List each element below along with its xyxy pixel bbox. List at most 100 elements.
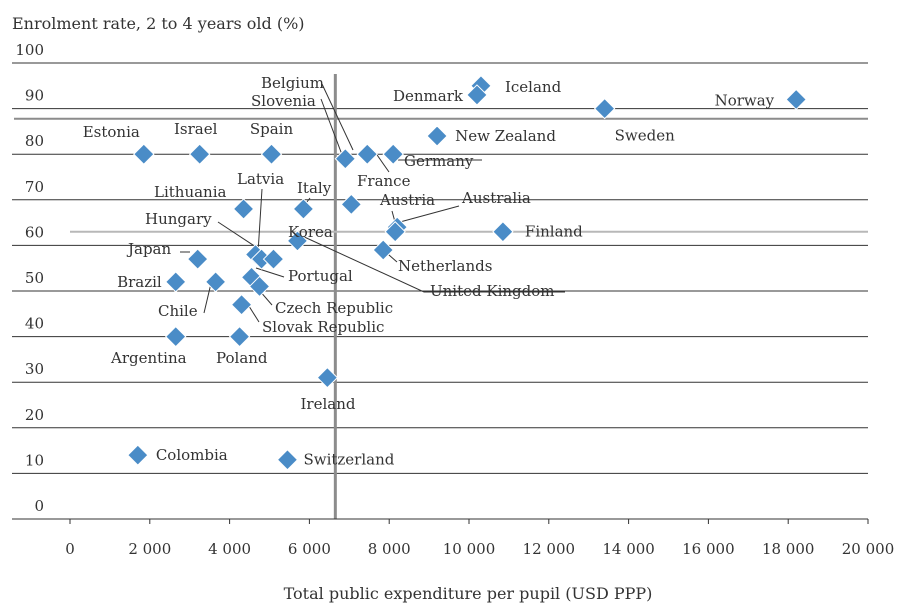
y-axis-title: Enrolment rate, 2 to 4 years old (%) [12, 14, 305, 33]
point-slovak-republic [230, 293, 253, 316]
label-argentina: Argentina [110, 349, 187, 367]
x-tick-label: 12 000 [523, 540, 576, 558]
label-latvia: Latvia [237, 170, 284, 188]
y-tick-label: 80 [25, 132, 44, 150]
point-france [340, 193, 363, 216]
label-austria: Austria [379, 191, 435, 209]
point-korea [262, 248, 285, 270]
leader-belgium [321, 83, 354, 151]
x-axis-title: Total public expenditure per pupil (USD … [284, 584, 653, 603]
label-lithuania: Lithuania [154, 183, 227, 201]
point-brazil [165, 271, 187, 293]
point-sweden [593, 97, 616, 120]
x-tick-label: 6 000 [288, 540, 331, 558]
label-colombia: Colombia [156, 446, 228, 464]
x-tick-label: 18 000 [762, 540, 815, 558]
y-tick-label: 30 [25, 360, 44, 378]
point-israel [188, 143, 211, 165]
point-italy [292, 198, 315, 220]
axes: 0 10 20 30 40 50 60 70 80 90 100 0 2 000 4 000 6 000 8 … [12, 41, 894, 558]
leader-france [374, 151, 390, 173]
label-spain: Spain [250, 120, 294, 138]
y-tick-label: 100 [15, 41, 44, 59]
gridlines [12, 62, 868, 474]
label-poland: Poland [216, 349, 268, 367]
label-denmark: Denmark [393, 87, 464, 105]
point-australia [384, 221, 406, 243]
label-japan: Japan [126, 240, 172, 258]
point-germany [382, 143, 404, 165]
label-finland: Finland [525, 223, 583, 241]
x-tick-label: 14 000 [602, 540, 655, 558]
label-norway: Norway [715, 91, 775, 109]
y-tick-label: 90 [25, 87, 44, 105]
x-tick-label: 4 000 [208, 540, 251, 558]
label-israel: Israel [174, 120, 218, 138]
label-czech-republic: Czech Republic [275, 299, 393, 317]
label-iceland: Iceland [505, 78, 562, 96]
point-new-zealand [426, 125, 448, 147]
point-belgium [356, 143, 378, 165]
label-netherlands: Netherlands [398, 257, 492, 275]
leader-slovenia [320, 98, 345, 161]
point-finland [492, 221, 514, 243]
y-tick-label: 20 [25, 406, 44, 424]
y-tick-label: 70 [25, 178, 44, 196]
point-lithuania [232, 198, 255, 220]
label-hungary: Hungary [145, 210, 212, 228]
leader-hungary [217, 221, 257, 248]
label-switzerland: Switzerland [303, 451, 394, 469]
label-ireland: Ireland [301, 395, 356, 413]
label-new-zealand: New Zealand [455, 127, 556, 145]
x-tick-label: 0 [65, 540, 75, 558]
label-chile: Chile [158, 302, 198, 320]
label-france: France [357, 172, 411, 190]
point-netherlands [372, 239, 394, 261]
point-czech-republic [248, 275, 271, 298]
y-tick-label: 10 [25, 451, 44, 469]
y-tick-label: 50 [25, 269, 44, 287]
label-sweden: Sweden [615, 127, 675, 145]
label-leader-lines [180, 83, 565, 323]
label-united-kingdom: United Kingdom [430, 282, 555, 300]
reference-lines [14, 74, 868, 519]
point-estonia [133, 143, 155, 165]
label-australia: Australia [461, 189, 531, 207]
label-portugal: Portugal [288, 267, 353, 285]
leader-united-kingdom [299, 234, 565, 293]
point-poland [228, 325, 251, 348]
point-spain [260, 143, 283, 165]
x-tick-label: 10 000 [443, 540, 496, 558]
label-slovak-republic: Slovak Republic [262, 318, 384, 336]
point-ireland [316, 366, 339, 389]
data-labels: Iceland Denmark Norway Sweden New Zealand Est… [83, 74, 775, 469]
label-belgium: Belgium [261, 74, 324, 92]
leader-portugal [255, 267, 285, 278]
point-chile [204, 271, 227, 293]
label-italy: Italy [297, 179, 332, 197]
point-norway [785, 88, 807, 111]
x-tick-label: 20 000 [842, 540, 895, 558]
y-tick-label: 60 [25, 223, 44, 241]
label-brazil: Brazil [117, 273, 162, 291]
point-switzerland [276, 449, 299, 471]
point-argentina [165, 325, 187, 348]
point-japan [186, 248, 209, 270]
leader-latvia [257, 188, 263, 254]
x-tick-label: 2 000 [128, 540, 171, 558]
label-slovenia: Slovenia [251, 92, 316, 110]
point-denmark [466, 84, 488, 106]
x-tick-label: 8 000 [368, 540, 411, 558]
label-estonia: Estonia [83, 123, 140, 141]
y-tick-label: 40 [25, 315, 44, 333]
label-korea: Korea [288, 223, 333, 241]
point-slovenia [334, 148, 357, 170]
label-germany: Germany [404, 152, 474, 170]
y-tick-label: 0 [34, 497, 44, 515]
point-united-kingdom [286, 230, 309, 252]
data-points [127, 75, 807, 471]
leader-australia [399, 205, 460, 223]
x-tick-label: 16 000 [682, 540, 735, 558]
point-colombia [127, 444, 149, 466]
